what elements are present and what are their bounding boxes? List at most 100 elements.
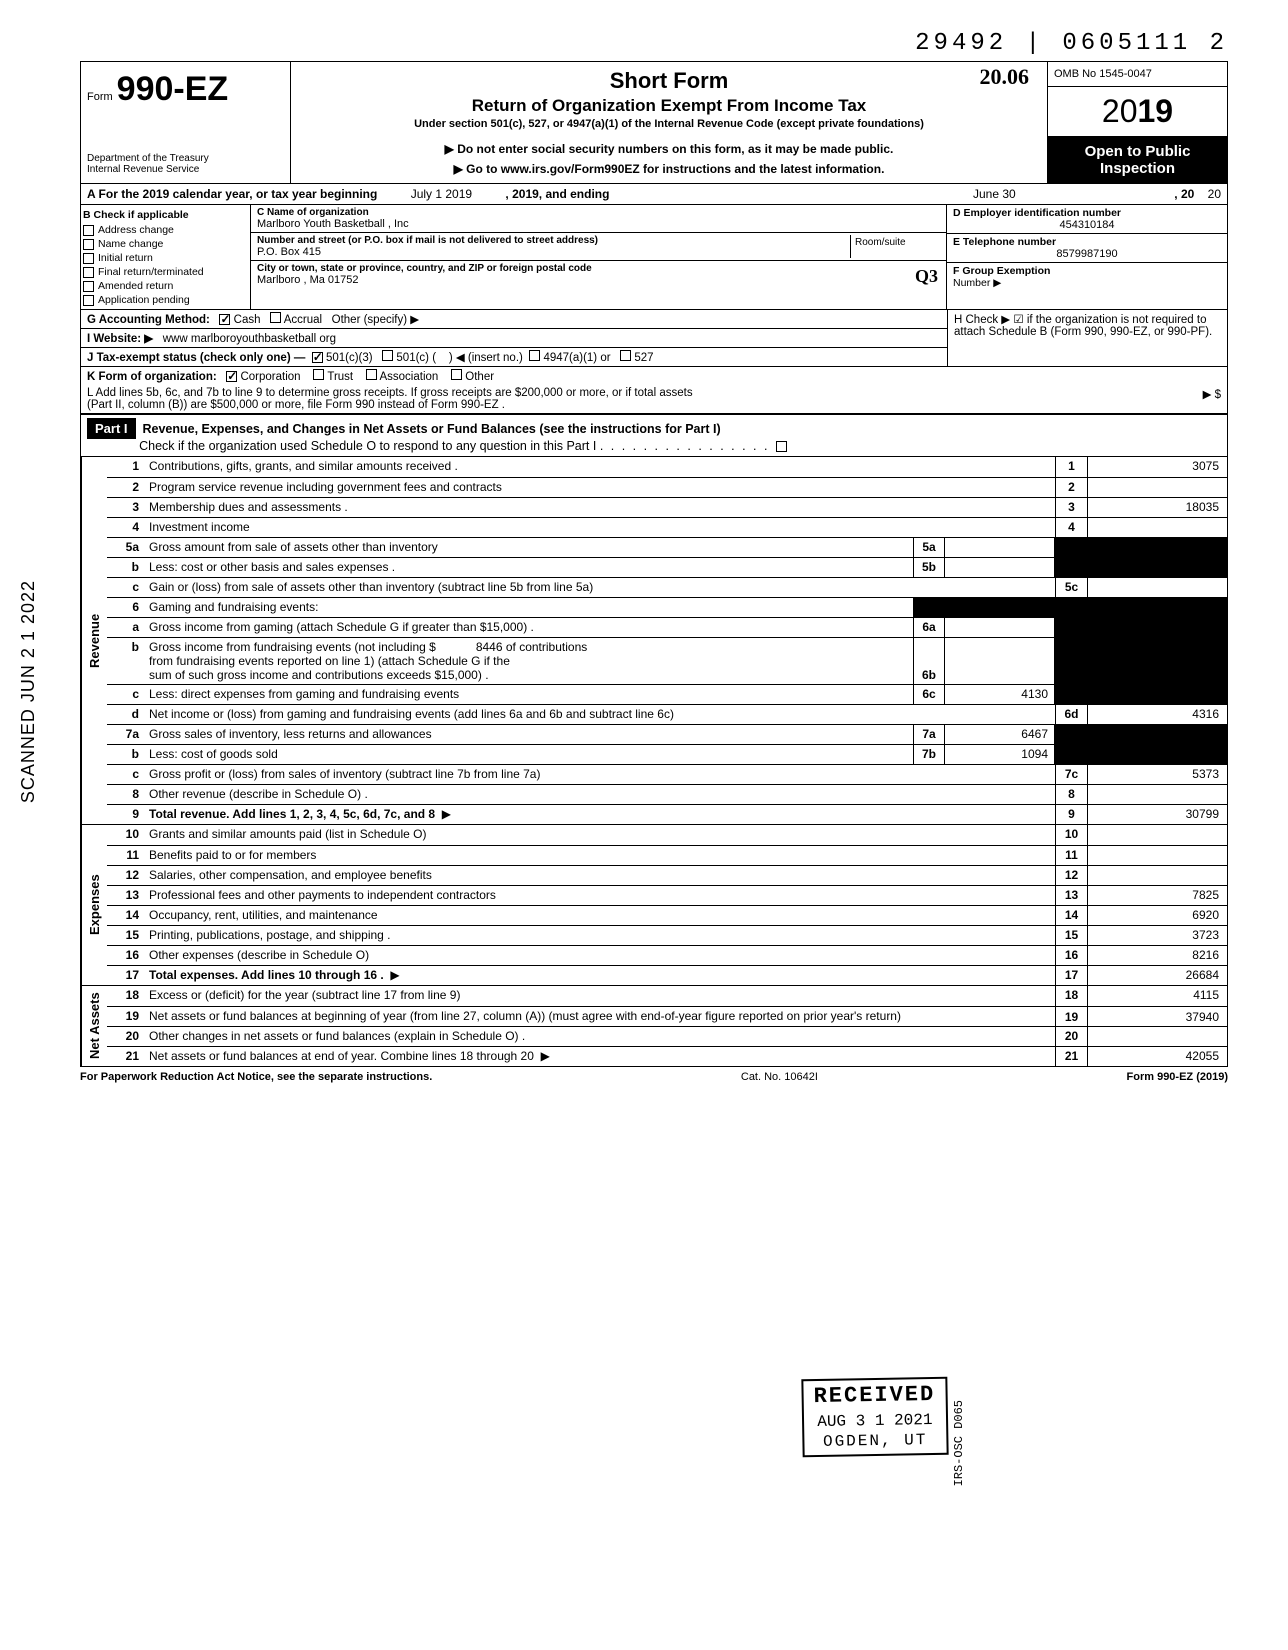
line11-desc: Benefits paid to or for members bbox=[149, 848, 316, 862]
g-other: Other (specify) ▶ bbox=[332, 314, 419, 326]
year-prefix: 20 bbox=[1102, 93, 1138, 129]
j-4947: 4947(a)(1) or bbox=[543, 352, 610, 364]
line21-val: 42055 bbox=[1087, 1047, 1227, 1066]
line7c-desc: Gross profit or (loss) from sales of inv… bbox=[149, 767, 540, 781]
col-c: C Name of organization Marlboro Youth Ba… bbox=[251, 205, 947, 309]
line6b-d2: from fundraising events reported on line… bbox=[149, 654, 510, 668]
g-label: G Accounting Method: bbox=[87, 314, 210, 326]
checkbox-trust[interactable] bbox=[313, 369, 324, 380]
line5b-desc: Less: cost or other basis and sales expe… bbox=[149, 560, 395, 574]
checkbox-assoc[interactable] bbox=[366, 369, 377, 380]
title-goto: ▶ Go to www.irs.gov/Form990EZ for instru… bbox=[301, 162, 1037, 176]
netassets-table: Net Assets 18Excess or (deficit) for the… bbox=[80, 986, 1228, 1067]
k-trust: Trust bbox=[327, 371, 353, 383]
line8-desc: Other revenue (describe in Schedule O) . bbox=[149, 787, 368, 801]
checkbox-name-change[interactable] bbox=[83, 239, 94, 250]
open-line2: Inspection bbox=[1052, 160, 1223, 177]
line18-desc: Excess or (deficit) for the year (subtra… bbox=[149, 988, 460, 1002]
checkbox-schedule-o[interactable] bbox=[776, 441, 787, 452]
line6a-mid bbox=[945, 618, 1055, 637]
part1-label: Part I bbox=[87, 418, 136, 439]
line6b-d1b: 8446 of contributions bbox=[476, 640, 587, 654]
line6d-val: 4316 bbox=[1087, 705, 1227, 724]
checkbox-cash[interactable] bbox=[219, 314, 230, 325]
open-line1: Open to Public bbox=[1052, 143, 1223, 160]
line7b-mid: 1094 bbox=[945, 745, 1055, 764]
omb-number: OMB No 1545-0047 bbox=[1048, 62, 1227, 87]
line1-desc: Contributions, gifts, grants, and simila… bbox=[149, 459, 458, 473]
title-warn: ▶ Do not enter social security numbers o… bbox=[301, 142, 1037, 156]
room-suite-label: Room/suite bbox=[850, 235, 940, 258]
side-revenue: Revenue bbox=[81, 457, 107, 824]
checkbox-501c3[interactable] bbox=[312, 352, 323, 363]
line10-desc: Grants and similar amounts paid (list in… bbox=[149, 827, 426, 841]
line5a-mid bbox=[945, 538, 1055, 557]
d-label: D Employer identification number bbox=[953, 207, 1221, 219]
scanned-stamp: SCANNED JUN 2 1 2022 bbox=[18, 580, 39, 803]
col-def: D Employer identification number 4543101… bbox=[947, 205, 1227, 309]
checkbox-other[interactable] bbox=[451, 369, 462, 380]
row-a-end-year: 20 bbox=[1208, 187, 1221, 201]
year-bold: 19 bbox=[1138, 93, 1174, 129]
expenses-table: Expenses 10Grants and similar amounts pa… bbox=[80, 825, 1228, 986]
row-a-20: , 20 bbox=[1174, 187, 1194, 201]
title-cell: 20.06 Short Form Return of Organization … bbox=[291, 62, 1047, 183]
h-cell: H Check ▶ ☑ if the organization is not r… bbox=[947, 309, 1227, 366]
line6c-desc: Less: direct expenses from gaming and fu… bbox=[149, 687, 459, 701]
line20-val bbox=[1087, 1027, 1227, 1046]
main-table: Revenue 1Contributions, gifts, grants, a… bbox=[80, 457, 1228, 825]
checkbox-527[interactable] bbox=[620, 350, 631, 361]
checkbox-pending[interactable] bbox=[83, 295, 94, 306]
checkbox-corp[interactable] bbox=[226, 371, 237, 382]
h-text: H Check ▶ ☑ if the organization is not r… bbox=[954, 314, 1212, 338]
line16-val: 8216 bbox=[1087, 946, 1227, 965]
k-corp: Corporation bbox=[240, 371, 300, 383]
checkbox-final-return[interactable] bbox=[83, 267, 94, 278]
b-item-4: Amended return bbox=[98, 280, 173, 292]
line12-val bbox=[1087, 866, 1227, 885]
line6b-mid bbox=[945, 638, 1055, 684]
checkbox-501c[interactable] bbox=[382, 350, 393, 361]
handwritten-year: 20.06 bbox=[980, 64, 1030, 90]
stamp-loc: OGDEN, UT bbox=[815, 1430, 937, 1453]
k-label: K Form of organization: bbox=[87, 371, 217, 383]
line6a-desc: Gross income from gaming (attach Schedul… bbox=[149, 620, 534, 634]
line16-desc: Other expenses (describe in Schedule O) bbox=[149, 948, 369, 962]
line3-val: 18035 bbox=[1087, 498, 1227, 517]
line6d-desc: Net income or (loss) from gaming and fun… bbox=[149, 707, 674, 721]
f-label: F Group Exemption bbox=[953, 265, 1050, 277]
row-a-label: A For the 2019 calendar year, or tax yea… bbox=[87, 187, 377, 201]
k-other: Other bbox=[465, 371, 494, 383]
part1-title: Revenue, Expenses, and Changes in Net As… bbox=[142, 422, 720, 436]
l-amount: ▶ $ bbox=[1121, 387, 1221, 411]
l-text2: (Part II, column (B)) are $500,000 or mo… bbox=[87, 399, 505, 411]
line5c-val bbox=[1087, 578, 1227, 597]
c-city-label: City or town, state or province, country… bbox=[257, 263, 940, 274]
e-label: E Telephone number bbox=[953, 236, 1221, 248]
checkbox-address-change[interactable] bbox=[83, 225, 94, 236]
checkbox-initial-return[interactable] bbox=[83, 253, 94, 264]
phone: 8579987190 bbox=[953, 248, 1221, 260]
side-expenses: Expenses bbox=[81, 825, 107, 985]
line9-desc: Total revenue. Add lines 1, 2, 3, 4, 5c,… bbox=[149, 807, 435, 821]
checkbox-accrual[interactable] bbox=[270, 312, 281, 323]
line10-val bbox=[1087, 825, 1227, 845]
checkbox-amended[interactable] bbox=[83, 281, 94, 292]
i-label: I Website: ▶ bbox=[87, 333, 153, 345]
c-name-label: C Name of organization bbox=[257, 207, 940, 218]
b-label: B Check if applicable bbox=[83, 207, 250, 223]
j-label: J Tax-exempt status (check only one) — bbox=[87, 352, 305, 364]
footer-cat: Cat. No. 10642I bbox=[741, 1071, 818, 1083]
line5b-mid bbox=[945, 558, 1055, 577]
form-number: 990-EZ bbox=[117, 70, 229, 109]
line7a-desc: Gross sales of inventory, less returns a… bbox=[149, 727, 432, 741]
line7a-mid: 6467 bbox=[945, 725, 1055, 744]
l-text1: L Add lines 5b, 6c, and 7b to line 9 to … bbox=[87, 387, 693, 399]
form-header: Form 990-EZ Department of the Treasury I… bbox=[80, 61, 1228, 183]
dept-irs: Internal Revenue Service bbox=[87, 164, 284, 175]
row-a: A For the 2019 calendar year, or tax yea… bbox=[80, 183, 1228, 205]
checkbox-4947[interactable] bbox=[529, 350, 540, 361]
page-header-number: 29492 | 0605111 2 bbox=[80, 30, 1228, 57]
tax-year: 2019 bbox=[1048, 87, 1227, 137]
title-short-form: Short Form bbox=[301, 68, 1037, 94]
